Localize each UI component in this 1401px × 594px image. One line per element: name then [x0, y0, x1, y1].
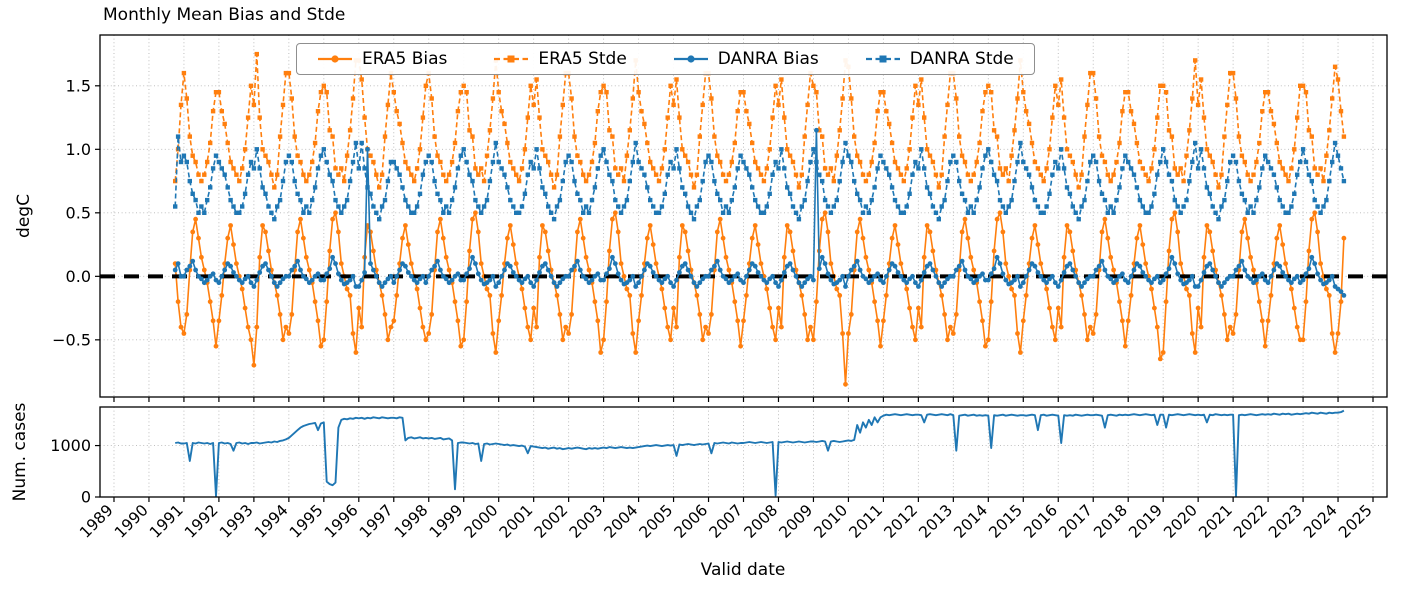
legend-label: ERA5 Bias: [362, 49, 448, 69]
legend-item-era5-stde: ERA5 Stde: [493, 49, 627, 69]
x-tick-label: 1993: [216, 501, 257, 542]
series-danra-bias: [172, 127, 1347, 298]
x-tick-label: 2021: [1195, 501, 1236, 542]
x-tick-label: 2010: [811, 501, 852, 542]
x-tick-label: 2012: [881, 501, 922, 542]
x-tick-label: 2020: [1160, 501, 1201, 542]
grid: [100, 407, 1387, 498]
x-tick-label: 1994: [251, 501, 292, 542]
series-era5-bias: [172, 210, 1347, 387]
legend-item-era5-bias: ERA5 Bias: [317, 49, 447, 69]
x-tick-label: 2003: [566, 501, 607, 542]
x-tick-label: 2014: [951, 501, 992, 542]
legend-item-danra-stde: DANRA Stde: [865, 49, 1014, 69]
x-tick-label: 2015: [985, 501, 1026, 542]
x-tick-label: 1999: [426, 501, 467, 542]
grid: [100, 35, 1387, 397]
x-tick-label: 2011: [846, 501, 887, 542]
x-tick-label: 1997: [356, 501, 397, 542]
x-tick-label: 2008: [741, 501, 782, 542]
x-tick-label: 2001: [496, 501, 537, 542]
x-tick-label: 2009: [776, 501, 817, 542]
era5-bias-line-icon: [318, 55, 352, 63]
y-tick-label: 0.0: [66, 267, 91, 286]
x-tick-label: 2023: [1265, 501, 1306, 542]
series-num-cases: [175, 409, 1345, 497]
legend-label: ERA5 Stde: [538, 49, 627, 69]
danra-bias-line-icon: [673, 55, 708, 63]
x-tick-label: 2019: [1125, 501, 1166, 542]
danra-stde-line-icon: [865, 55, 900, 63]
x-tick-label: 1991: [146, 501, 187, 542]
y-tick-label: 1.0: [66, 140, 91, 159]
x-axis-label-valid-date: Valid date: [700, 560, 786, 580]
x-tick-label: 1996: [321, 501, 362, 542]
legend: ERA5 Bias ERA5 Stde DANRA Bias DANRA Std…: [296, 43, 1035, 75]
legend-item-danra-bias: DANRA Bias: [673, 49, 819, 69]
x-tick-label: 2025: [1335, 501, 1376, 542]
y-tick-label: −0.5: [52, 330, 91, 349]
x-tick-label: 1995: [286, 501, 327, 542]
legend-label: DANRA Bias: [717, 49, 819, 69]
x-tick-label: 2007: [706, 501, 747, 542]
x-tick-label: 2002: [531, 501, 572, 542]
axis-ticks: 1989199019911992199319941995199619971998…: [50, 436, 1376, 542]
x-tick-label: 1992: [181, 501, 222, 542]
y-axis-label-degc: degC: [14, 194, 34, 238]
x-tick-label: 2005: [636, 501, 677, 542]
x-tick-label: 1989: [76, 501, 117, 542]
x-tick-label: 2017: [1055, 501, 1096, 542]
chart-title: Monthly Mean Bias and Stde: [103, 5, 346, 25]
x-tick-label: 2000: [461, 501, 502, 542]
y-tick-label: 0: [81, 488, 91, 507]
x-tick-label: 2016: [1020, 501, 1061, 542]
x-tick-label: 1998: [391, 501, 432, 542]
y-tick-label: 1.5: [66, 76, 91, 95]
legend-label: DANRA Stde: [909, 49, 1014, 69]
x-tick-label: 2018: [1090, 501, 1131, 542]
x-tick-label: 2004: [601, 501, 642, 542]
x-tick-label: 2022: [1230, 501, 1271, 542]
x-tick-label: 1990: [111, 501, 152, 542]
y-tick-label: 0.5: [66, 203, 91, 222]
era5-stde-line-icon: [494, 55, 529, 63]
x-tick-label: 2024: [1300, 501, 1341, 542]
y-tick-label: 1000: [50, 436, 91, 455]
x-tick-label: 2006: [671, 501, 712, 542]
series-danra-stde: [173, 134, 1347, 222]
x-tick-label: 2013: [916, 501, 957, 542]
axis-ticks: −0.5 0.0 0.5 1.0 1.5: [52, 76, 1374, 402]
y-axis-label-num-cases: Num. cases: [10, 402, 30, 502]
